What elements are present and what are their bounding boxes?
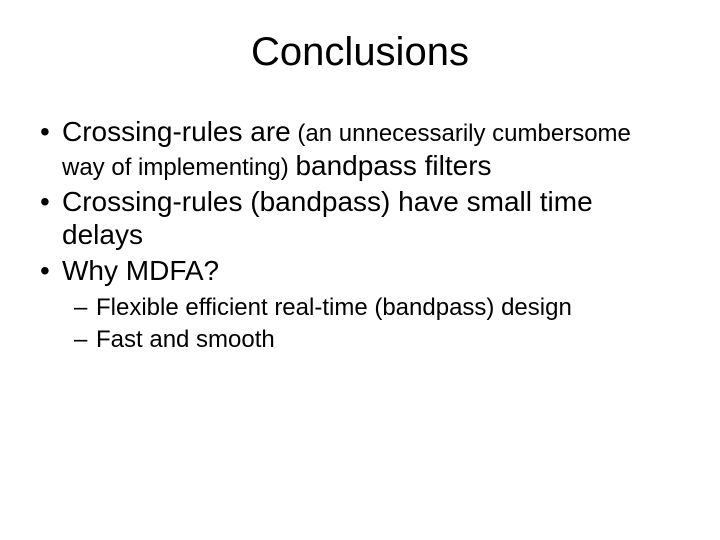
slide-title: Conclusions <box>40 30 680 75</box>
sub-bullet-list: Flexible efficient real-time (bandpass) … <box>62 293 680 355</box>
bullet-1-part-c: bandpass filters <box>295 150 491 181</box>
sub-bullet-1: Flexible efficient real-time (bandpass) … <box>96 293 680 323</box>
slide: Conclusions Crossing-rules are (an unnec… <box>0 0 720 540</box>
bullet-3: Why MDFA? Flexible efficient real-time (… <box>62 254 680 356</box>
bullet-list: Crossing-rules are (an unnecessarily cum… <box>40 115 680 355</box>
bullet-2: Crossing-rules (bandpass) have small tim… <box>62 185 680 252</box>
bullet-1: Crossing-rules are (an unnecessarily cum… <box>62 115 680 183</box>
sub-bullet-2: Fast and smooth <box>96 325 680 355</box>
bullet-3-text: Why MDFA? <box>62 255 219 286</box>
bullet-1-part-a: Crossing-rules are <box>62 116 291 147</box>
